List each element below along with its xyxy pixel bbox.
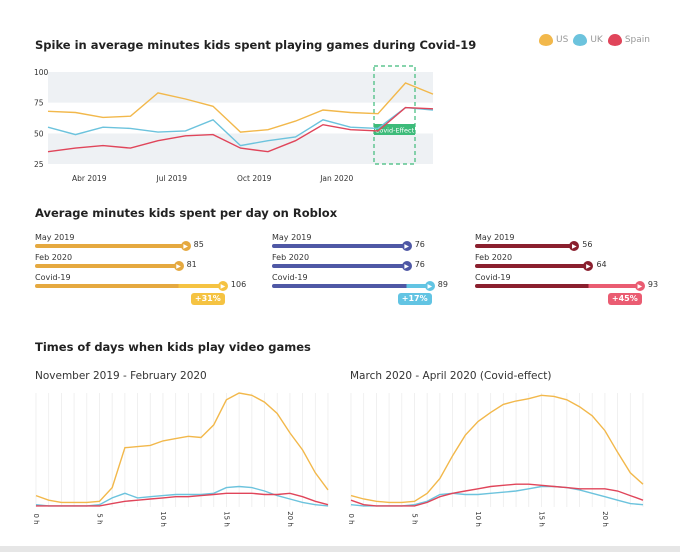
games-series-spain-line [47, 106, 434, 153]
legend-uk-label: UK [590, 35, 603, 45]
legend-us-swatch [539, 34, 554, 46]
times-right-chart: 0 h 5 h 10 h 15 h 20 h [347, 393, 644, 527]
roblox-row-label: Covid-19 [475, 273, 511, 282]
roblox-bar [272, 264, 407, 268]
roblox-row: May 2019 ▶ 56 [475, 233, 665, 253]
times-right-subtitle: March 2020 - April 2020 (Covid-effect) [350, 370, 552, 382]
legend-uk-swatch [573, 34, 588, 46]
games-ytick-label: 50 [34, 129, 44, 138]
roblox-row-label: Covid-19 [35, 273, 71, 282]
roblox-bar [475, 244, 575, 248]
roblox-bar-value: 64 [596, 260, 607, 269]
roblox-play-icon: ▶ [173, 261, 184, 271]
times-xtick-label: 5 h [95, 513, 103, 524]
times-xtick-label: 15 h [222, 511, 230, 527]
games-xtick-label: Jul 2019 [155, 174, 187, 183]
games-ytick-label: 100 [34, 68, 49, 77]
times-xtick-label: 20 h [286, 511, 294, 527]
times-xtick-label: 5 h [410, 513, 418, 524]
roblox-row: Covid-19 ▶ 93 +45% [475, 273, 665, 305]
times-left-chart: 0 h 5 h 10 h 15 h 20 h [32, 392, 329, 527]
times-left-subtitle: November 2019 - February 2020 [35, 370, 207, 382]
legend-us-label: US [556, 35, 569, 45]
roblox-bar-value: 76 [414, 260, 425, 269]
times-xtick-label: 20 h [601, 511, 609, 527]
roblox-bar [35, 284, 223, 288]
roblox-row-label: May 2019 [35, 233, 75, 242]
times-series-us-line [35, 392, 329, 504]
roblox-bar [475, 264, 589, 268]
times-series-spain-line [36, 492, 329, 507]
roblox-bar [272, 284, 430, 288]
roblox-bar-value: 89 [437, 280, 448, 289]
covid-effect-label: Covid-Effect [375, 127, 415, 135]
roblox-row: Feb 2020 ▶ 81 [35, 253, 225, 273]
roblox-play-icon: ▶ [401, 261, 412, 271]
roblox-bar-value: 106 [230, 280, 247, 289]
legend-spain-swatch [607, 34, 622, 46]
roblox-play-icon: ▶ [634, 281, 645, 291]
roblox-row: Feb 2020 ▶ 64 [475, 253, 665, 273]
roblox-play-icon: ▶ [401, 241, 412, 251]
times-series-us-line [350, 394, 644, 504]
roblox-chart-title: Average minutes kids spent per day on Ro… [35, 206, 338, 220]
times-xtick-label: 0 h [347, 513, 355, 524]
roblox-bar [475, 284, 640, 288]
games-ytick-label: 75 [34, 99, 44, 108]
roblox-group-uk: May 2019 ▶ 76 Feb 2020 ▶ 76 Covid-19 ▶ 89 +17% [272, 233, 462, 305]
times-xtick-label: 15 h [537, 511, 545, 527]
roblox-bar-value: 81 [186, 260, 197, 269]
roblox-bar-value: 56 [582, 240, 593, 249]
times-xtick-label: 10 h [474, 511, 482, 527]
roblox-bar-value: 85 [193, 240, 204, 249]
times-xtick-label: 10 h [159, 511, 167, 527]
roblox-row: May 2019 ▶ 76 [272, 233, 462, 253]
roblox-row: Feb 2020 ▶ 76 [272, 253, 462, 273]
games-xtick-label: Abr 2019 [72, 174, 107, 183]
roblox-bar [272, 244, 407, 248]
legend: US UK Spain [539, 34, 650, 46]
covid-effect-label-bg [374, 124, 415, 135]
roblox-row: Covid-19 ▶ 106 +31% [35, 273, 246, 305]
games-chart-title: Spike in average minutes kids spent play… [35, 38, 477, 52]
roblox-play-icon: ▶ [217, 281, 228, 291]
games-xtick-label: Oct 2019 [237, 174, 272, 183]
roblox-play-icon: ▶ [583, 261, 594, 271]
legend-spain-label: Spain [624, 35, 650, 45]
times-xtick-label: 0 h [32, 513, 40, 524]
games-xtick-label: Jan 2020 [319, 174, 353, 183]
roblox-play-icon: ▶ [424, 281, 435, 291]
times-chart-title: Times of days when kids play video games [35, 340, 311, 354]
roblox-change-badge: +45% [607, 293, 642, 305]
roblox-bar [35, 244, 186, 248]
games-series-us-line [47, 82, 434, 133]
games-line-chart: 25 50 75 100 Abr 2019 Jul 2019 Oct 2019 Jan 202… [34, 65, 434, 183]
games-series-uk-line [47, 106, 434, 147]
roblox-bar [35, 264, 179, 268]
footer-bar [0, 546, 680, 552]
roblox-row-label: Covid-19 [272, 273, 308, 282]
roblox-change-badge: +31% [190, 293, 225, 305]
roblox-row-label: Feb 2020 [35, 253, 73, 262]
roblox-row-label: Feb 2020 [272, 253, 310, 262]
roblox-row: May 2019 ▶ 85 [35, 233, 225, 253]
roblox-bar-value: 76 [414, 240, 425, 249]
roblox-play-icon: ▶ [180, 241, 191, 251]
roblox-group-us: May 2019 ▶ 85 Feb 2020 ▶ 81 Covid-19 ▶ 106 +31% [35, 233, 246, 305]
times-series-spain-line [350, 483, 644, 507]
roblox-row-label: May 2019 [272, 233, 312, 242]
games-ytick-label: 25 [34, 160, 44, 169]
roblox-row: Covid-19 ▶ 89 +17% [272, 273, 462, 305]
roblox-row-label: Feb 2020 [475, 253, 513, 262]
roblox-group-spain: May 2019 ▶ 56 Feb 2020 ▶ 64 Covid-19 ▶ 93 +45% [475, 233, 665, 305]
roblox-play-icon: ▶ [569, 241, 580, 251]
roblox-bar-value: 93 [647, 280, 659, 289]
games-grid-band [48, 72, 433, 103]
roblox-change-badge: +17% [397, 293, 432, 305]
roblox-row-label: May 2019 [475, 233, 515, 242]
